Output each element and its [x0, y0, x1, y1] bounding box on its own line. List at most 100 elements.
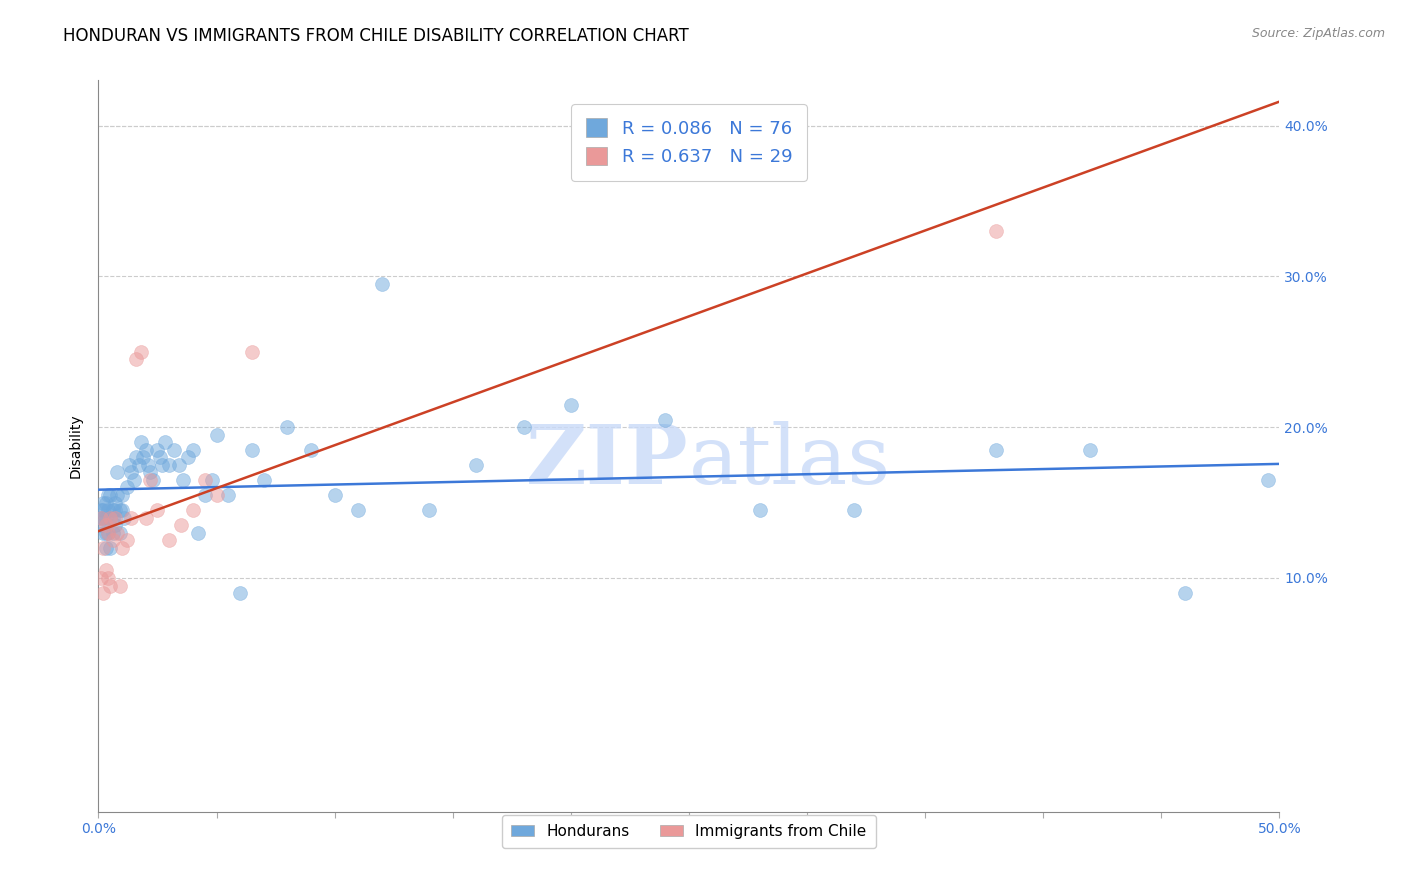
Point — [418, 503, 440, 517]
Point — [276, 420, 298, 434]
Point — [90, 503, 112, 517]
Point — [101, 503, 124, 517]
Point — [108, 578, 131, 592]
Point — [167, 458, 190, 472]
Point — [94, 495, 117, 509]
Point — [108, 503, 131, 517]
Point — [240, 442, 263, 457]
Text: atlas: atlas — [689, 421, 891, 500]
Point — [371, 277, 394, 291]
Point — [194, 473, 217, 487]
Point — [104, 518, 127, 533]
Point — [135, 442, 157, 457]
Point — [465, 458, 488, 472]
Point — [101, 533, 124, 548]
Point — [97, 488, 120, 502]
Point — [104, 510, 127, 524]
Point — [112, 510, 135, 524]
Point — [121, 466, 143, 480]
Point — [98, 488, 121, 502]
Point — [1174, 586, 1197, 600]
Point — [104, 495, 127, 509]
Point — [1080, 442, 1102, 457]
Point — [97, 525, 120, 540]
Point — [146, 503, 169, 517]
Point — [205, 488, 228, 502]
Point — [347, 503, 370, 517]
Point — [150, 458, 173, 472]
Point — [111, 541, 134, 555]
Point — [91, 510, 114, 524]
Point — [512, 420, 534, 434]
Point — [105, 466, 128, 480]
Point — [91, 541, 114, 555]
Point — [844, 503, 866, 517]
Point — [181, 442, 204, 457]
Point — [984, 442, 1007, 457]
Point — [153, 435, 176, 450]
Point — [111, 488, 134, 502]
Text: Source: ZipAtlas.com: Source: ZipAtlas.com — [1251, 27, 1385, 40]
Point — [125, 352, 148, 367]
Y-axis label: Disability: Disability — [69, 414, 83, 478]
Text: ZIP: ZIP — [526, 421, 689, 500]
Point — [121, 510, 143, 524]
Point — [125, 450, 148, 465]
Point — [136, 458, 159, 472]
Point — [90, 510, 112, 524]
Text: HONDURAN VS IMMIGRANTS FROM CHILE DISABILITY CORRELATION CHART: HONDURAN VS IMMIGRANTS FROM CHILE DISABI… — [63, 27, 689, 45]
Point — [146, 442, 169, 457]
Point — [201, 473, 224, 487]
Point — [128, 458, 150, 472]
Legend: Hondurans, Immigrants from Chile: Hondurans, Immigrants from Chile — [502, 814, 876, 848]
Point — [97, 503, 120, 517]
Point — [299, 442, 322, 457]
Point — [984, 224, 1007, 238]
Point — [91, 586, 114, 600]
Point — [105, 525, 128, 540]
Point — [115, 480, 138, 494]
Point — [94, 541, 117, 555]
Point — [118, 458, 141, 472]
Point — [1257, 473, 1279, 487]
Point — [111, 503, 134, 517]
Point — [97, 525, 120, 540]
Point — [98, 578, 121, 592]
Point — [129, 344, 152, 359]
Point — [90, 518, 112, 533]
Point — [560, 398, 582, 412]
Point — [94, 563, 117, 577]
Point — [172, 473, 194, 487]
Point — [105, 488, 128, 502]
Point — [90, 571, 112, 585]
Point — [170, 518, 193, 533]
Point — [323, 488, 346, 502]
Point — [654, 412, 676, 426]
Point — [98, 541, 121, 555]
Point — [108, 525, 131, 540]
Point — [104, 503, 127, 517]
Point — [94, 525, 117, 540]
Point — [157, 458, 180, 472]
Point — [142, 473, 165, 487]
Point — [132, 450, 155, 465]
Point — [157, 533, 180, 548]
Point — [748, 503, 770, 517]
Point — [90, 510, 112, 524]
Point — [139, 466, 162, 480]
Point — [98, 510, 121, 524]
Point — [177, 450, 200, 465]
Point — [240, 344, 263, 359]
Point — [91, 495, 114, 509]
Point — [163, 442, 186, 457]
Point — [122, 473, 145, 487]
Point — [115, 533, 138, 548]
Point — [253, 473, 276, 487]
Point — [205, 427, 228, 442]
Point — [217, 488, 239, 502]
Point — [91, 525, 114, 540]
Point — [229, 586, 252, 600]
Point — [97, 571, 120, 585]
Point — [139, 473, 162, 487]
Point — [94, 518, 117, 533]
